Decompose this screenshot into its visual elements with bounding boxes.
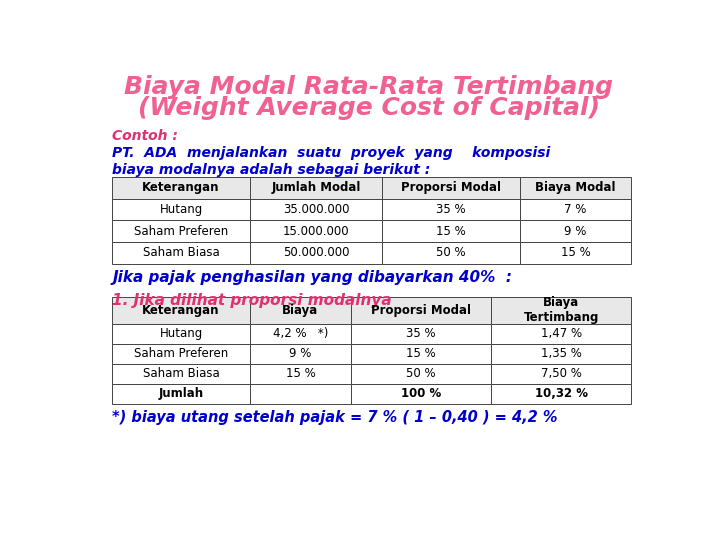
Bar	[250, 177, 382, 199]
Text: (Weight Average Cost of Capital): (Weight Average Cost of Capital)	[138, 96, 600, 120]
Text: 15.000.000: 15.000.000	[283, 225, 349, 238]
Bar	[382, 177, 520, 199]
Text: Saham Biasa: Saham Biasa	[143, 246, 220, 259]
Text: 15 %: 15 %	[561, 246, 590, 259]
Bar	[351, 344, 491, 364]
Text: 1,35 %: 1,35 %	[541, 347, 582, 360]
Text: 15 %: 15 %	[436, 225, 466, 238]
Text: Contoh :: Contoh :	[112, 129, 178, 143]
Bar	[250, 364, 351, 384]
Bar	[250, 220, 382, 242]
Text: 4,2 %   *): 4,2 % *)	[273, 327, 328, 340]
Bar	[351, 324, 491, 344]
Text: Proporsi Modal: Proporsi Modal	[401, 181, 501, 194]
Bar	[520, 199, 631, 220]
Bar	[491, 384, 631, 404]
Bar	[250, 384, 351, 404]
Text: Biaya Modal Rata-Rata Tertimbang: Biaya Modal Rata-Rata Tertimbang	[125, 75, 613, 99]
Bar	[382, 242, 520, 264]
Text: 9 %: 9 %	[289, 347, 312, 360]
Bar	[491, 344, 631, 364]
Bar	[112, 364, 250, 384]
Text: Biaya
Tertimbang: Biaya Tertimbang	[523, 296, 599, 325]
Text: Jika pajak penghasilan yang dibayarkan 40%  :: Jika pajak penghasilan yang dibayarkan 4…	[112, 270, 513, 285]
Bar	[250, 324, 351, 344]
Text: 10,32 %: 10,32 %	[535, 387, 588, 400]
Text: 100 %: 100 %	[401, 387, 441, 400]
Bar	[351, 364, 491, 384]
Text: biaya modalnya adalah sebagai berikut :: biaya modalnya adalah sebagai berikut :	[112, 163, 431, 177]
Text: Saham Preferen: Saham Preferen	[134, 225, 228, 238]
Text: Proporsi Modal: Proporsi Modal	[371, 304, 471, 317]
Text: Saham Preferen: Saham Preferen	[134, 347, 228, 360]
Bar	[491, 324, 631, 344]
Text: *) biaya utang setelah pajak = 7 % ( 1 – 0,40 ) = 4,2 %: *) biaya utang setelah pajak = 7 % ( 1 –…	[112, 410, 558, 425]
Bar	[250, 344, 351, 364]
Text: 7 %: 7 %	[564, 203, 587, 216]
Bar	[491, 297, 631, 324]
Bar	[520, 220, 631, 242]
Text: 7,50 %: 7,50 %	[541, 367, 582, 380]
Text: Biaya Modal: Biaya Modal	[535, 181, 616, 194]
Text: 50.000.000: 50.000.000	[283, 246, 349, 259]
Text: 35.000.000: 35.000.000	[283, 203, 349, 216]
Bar	[112, 384, 250, 404]
Text: Hutang: Hutang	[159, 327, 203, 340]
Bar	[382, 199, 520, 220]
Text: 50 %: 50 %	[406, 367, 436, 380]
Bar	[250, 297, 351, 324]
Bar	[250, 199, 382, 220]
Text: Saham Biasa: Saham Biasa	[143, 367, 220, 380]
Text: 15 %: 15 %	[286, 367, 315, 380]
Bar	[382, 220, 520, 242]
Bar	[112, 297, 250, 324]
Bar	[520, 242, 631, 264]
Bar	[351, 297, 491, 324]
Bar	[112, 177, 250, 199]
Text: 35 %: 35 %	[406, 327, 436, 340]
Text: Biaya: Biaya	[282, 304, 318, 317]
Bar	[112, 199, 250, 220]
Bar	[112, 324, 250, 344]
Bar	[250, 242, 382, 264]
Bar	[520, 177, 631, 199]
Bar	[112, 220, 250, 242]
Text: 9 %: 9 %	[564, 225, 587, 238]
Text: 50 %: 50 %	[436, 246, 466, 259]
Text: Hutang: Hutang	[159, 203, 203, 216]
Bar	[351, 384, 491, 404]
Text: Keterangan: Keterangan	[143, 304, 220, 317]
Text: 15 %: 15 %	[406, 347, 436, 360]
Text: Jumlah Modal: Jumlah Modal	[271, 181, 361, 194]
Bar	[112, 242, 250, 264]
Text: Jumlah: Jumlah	[158, 387, 204, 400]
Text: Keterangan: Keterangan	[143, 181, 220, 194]
Bar	[112, 344, 250, 364]
Text: 1,47 %: 1,47 %	[541, 327, 582, 340]
Text: 1. Jika dilihat proporsi modalnya: 1. Jika dilihat proporsi modalnya	[112, 293, 392, 308]
Text: PT.  ADA  menjalankan  suatu  proyek  yang    komposisi: PT. ADA menjalankan suatu proyek yang ko…	[112, 146, 551, 160]
Text: 35 %: 35 %	[436, 203, 466, 216]
Bar	[491, 364, 631, 384]
